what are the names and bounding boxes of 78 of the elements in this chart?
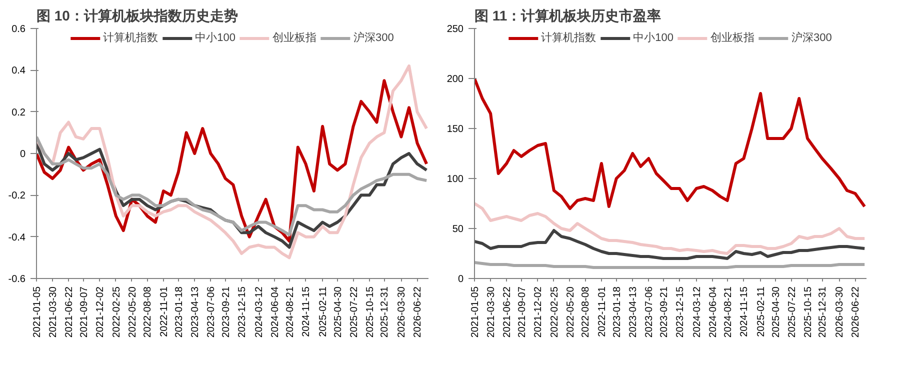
x-tick-label: 2026-03-30 (396, 286, 408, 338)
legend-label: 沪深300 (354, 30, 394, 45)
x-tick-label: 2025-04-30 (770, 286, 782, 338)
x-tick-label: 2022-05-20 (565, 286, 576, 338)
x-tick-label: 2025-07-22 (348, 286, 360, 338)
x-tick-label: 2022-08-08 (580, 286, 592, 338)
x-tick-label: 2022-08-08 (142, 286, 154, 338)
line-series (36, 135, 428, 236)
legend-label: 计算机指数 (103, 31, 158, 45)
x-tick-label: 2025-10-15 (365, 286, 376, 338)
y-tick-label: 100 (446, 174, 464, 185)
x-tick-label: 2023-01-18 (612, 286, 623, 338)
line-series (474, 229, 866, 260)
x-tick-label: 2025-07-22 (786, 286, 798, 338)
x-tick-label: 2024-11-15 (739, 286, 750, 337)
x-tick-label: 2022-02-25 (111, 286, 122, 338)
x-tick-label: 2021-01-05 (470, 286, 481, 338)
x-tick-label: 2023-04-13 (190, 286, 202, 338)
x-tick-label: 2021-01-05 (32, 286, 43, 338)
legend-label: 中小100 (633, 31, 674, 45)
chart-title: 图 11：计算机板块历史市盈率 (474, 8, 662, 24)
chart-title: 图 10：计算机板块指数历史走势 (36, 8, 238, 24)
x-tick-label: 2023-07-06 (644, 286, 656, 338)
y-tick-label: 0.6 (12, 24, 26, 35)
x-tick-label: 2026-03-30 (834, 286, 846, 338)
x-tick-label: 2022-05-20 (127, 286, 138, 338)
x-tick-label: 2023-04-13 (628, 286, 640, 338)
x-tick-label: 2025-02-11 (756, 286, 768, 337)
x-tick-label: 2026-06-22 (850, 286, 862, 338)
legend-label: 中小100 (195, 31, 236, 45)
y-tick-label: -0.4 (8, 232, 26, 244)
line-series (474, 202, 866, 255)
x-tick-label: 2021-12-02 (95, 286, 106, 338)
x-tick-label: 2023-12-15 (675, 286, 686, 338)
x-tick-label: 2025-10-15 (803, 286, 814, 338)
y-tick-label: 50 (452, 224, 464, 235)
x-tick-label: 2024-06-04 (270, 286, 281, 338)
y-tick-label: 250 (446, 24, 464, 35)
x-tick-label: 2024-11-15 (301, 286, 312, 337)
line-series (36, 64, 428, 260)
y-tick-label: 150 (446, 124, 464, 135)
legend-label: 创业板指 (710, 31, 754, 45)
x-tick-label: 2022-11-01 (596, 286, 608, 337)
x-tick-label: 2025-12-31 (380, 286, 391, 338)
x-tick-label: 2024-03-12 (692, 286, 703, 338)
x-tick-label: 2022-02-25 (549, 286, 560, 338)
x-tick-label: 2021-03-30 (48, 286, 60, 338)
x-tick-label: 2024-03-12 (254, 286, 265, 338)
legend-label: 计算机指数 (541, 31, 596, 45)
x-tick-label: 2023-07-06 (206, 286, 218, 338)
y-tick-label: 0.4 (12, 66, 26, 77)
x-tick-label: 2025-12-31 (818, 286, 829, 338)
x-tick-label: 2023-09-21 (220, 286, 232, 338)
x-tick-label: 2021-06-22 (64, 286, 76, 338)
x-tick-label: 2021-03-30 (486, 286, 498, 338)
x-tick-label: 2021-09-07 (78, 286, 90, 338)
x-tick-label: 2024-06-04 (708, 286, 719, 338)
y-tick-label: 0.2 (12, 107, 26, 118)
x-tick-label: 2023-12-15 (237, 286, 248, 338)
x-tick-label: 2022-11-01 (158, 286, 170, 337)
legend-label: 沪深300 (792, 30, 832, 45)
x-tick-label: 2024-08-21 (284, 286, 296, 338)
x-tick-label: 2021-12-02 (533, 286, 544, 338)
x-tick-label: 2025-02-11 (318, 286, 330, 337)
x-tick-label: 2021-06-22 (502, 286, 514, 338)
x-tick-label: 2023-01-18 (174, 286, 185, 338)
y-tick-label: -0.6 (8, 274, 26, 285)
y-tick-label: 0 (458, 274, 464, 285)
y-tick-label: 200 (446, 74, 464, 85)
x-tick-label: 2025-04-30 (332, 286, 344, 338)
legend-label: 创业板指 (272, 31, 316, 45)
line-series (474, 77, 866, 210)
x-tick-label: 2026-06-22 (412, 286, 424, 338)
y-tick-label: -0.2 (8, 190, 26, 202)
x-tick-label: 2024-08-21 (722, 286, 734, 338)
x-tick-label: 2023-09-21 (658, 286, 670, 338)
y-tick-label: 0 (20, 149, 26, 160)
x-tick-label: 2021-09-07 (516, 286, 528, 338)
